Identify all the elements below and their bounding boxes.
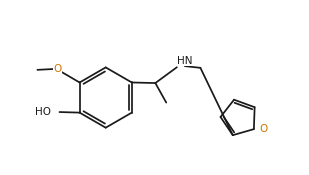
Text: HO: HO bbox=[36, 107, 52, 117]
Text: HN: HN bbox=[177, 55, 193, 66]
Text: O: O bbox=[259, 124, 267, 134]
Text: O: O bbox=[53, 64, 61, 74]
